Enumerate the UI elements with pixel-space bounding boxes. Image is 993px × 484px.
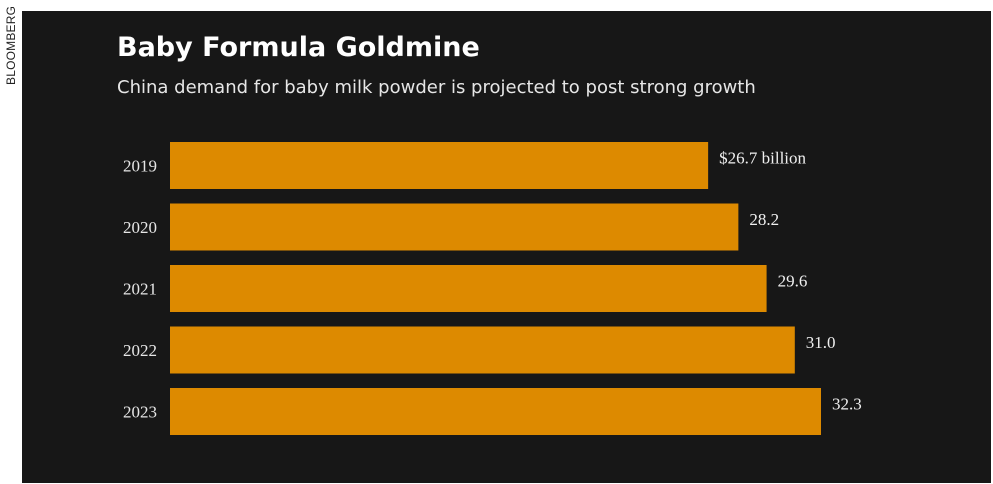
value-label-2023: 32.3	[832, 395, 862, 414]
category-label-2022: 2022	[123, 341, 157, 360]
bar-chart: 2019 $26.7 billion 2020 28.2 2021 29.6 2022 31.…	[123, 142, 862, 435]
bar-2019	[170, 142, 709, 189]
value-label-2021: 29.6	[778, 272, 808, 291]
category-label-2019: 2019	[123, 157, 157, 176]
chart-title: Baby Formula Goldmine	[117, 32, 480, 63]
chart-subtitle: China demand for baby milk powder is pro…	[117, 77, 756, 98]
value-label-2020: 28.2	[749, 210, 779, 229]
value-label-2019: $26.7 billion	[719, 149, 806, 168]
bar-2022	[170, 326, 795, 374]
category-label-2020: 2020	[123, 218, 157, 237]
bar-2023	[170, 388, 821, 435]
bar-2020	[170, 203, 739, 251]
bar-2021	[170, 265, 767, 312]
credit-label: BLOOMBERG	[4, 6, 18, 86]
value-label-2022: 31.0	[806, 333, 836, 352]
category-label-2021: 2021	[123, 280, 157, 299]
chart-panel: Baby Formula Goldmine China demand for b…	[22, 11, 991, 483]
category-label-2023: 2023	[123, 403, 157, 422]
